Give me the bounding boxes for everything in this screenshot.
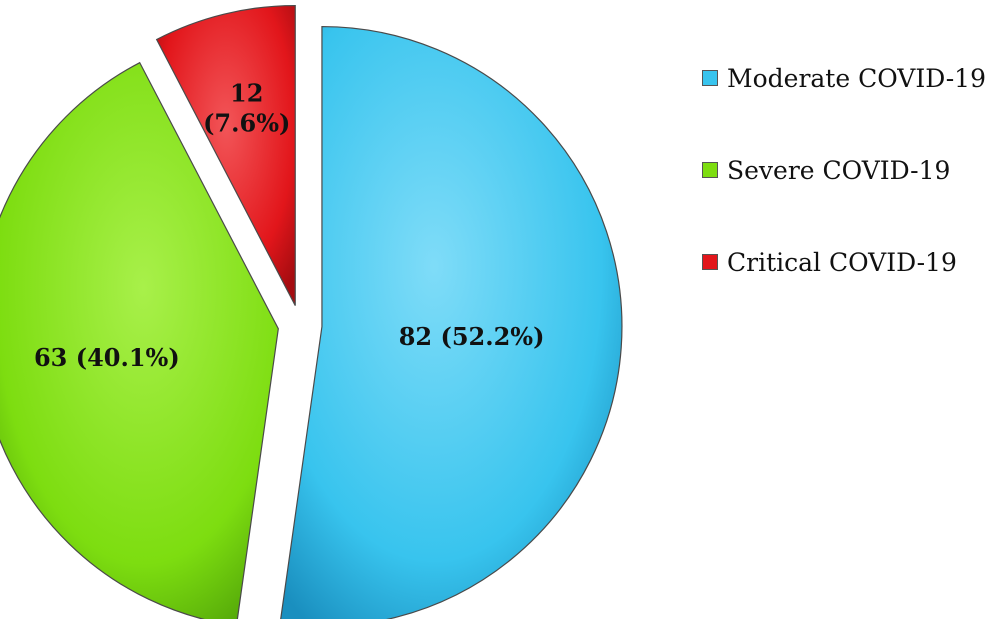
pie-slice-moderate [280, 25, 623, 619]
legend: Moderate COVID-19 Severe COVID-19 Critic… [702, 32, 986, 308]
slice-label-severe: 63 (40.1%) [34, 343, 180, 372]
legend-item-severe: Severe COVID-19 [702, 124, 986, 216]
legend-label-moderate: Moderate COVID-19 [727, 63, 986, 93]
legend-item-critical: Critical COVID-19 [702, 216, 986, 308]
pie-slice-severe [0, 61, 279, 619]
legend-label-severe: Severe COVID-19 [727, 155, 951, 185]
legend-label-critical: Critical COVID-19 [727, 247, 957, 277]
legend-item-moderate: Moderate COVID-19 [702, 32, 986, 124]
legend-swatch-critical [702, 254, 718, 270]
legend-swatch-severe [702, 162, 718, 178]
legend-swatch-moderate [702, 70, 718, 86]
slice-label-critical: 12 (7.6%) [203, 78, 290, 137]
slice-label-moderate: 82 (52.2%) [399, 322, 545, 351]
pie-slice-critical [155, 4, 296, 306]
